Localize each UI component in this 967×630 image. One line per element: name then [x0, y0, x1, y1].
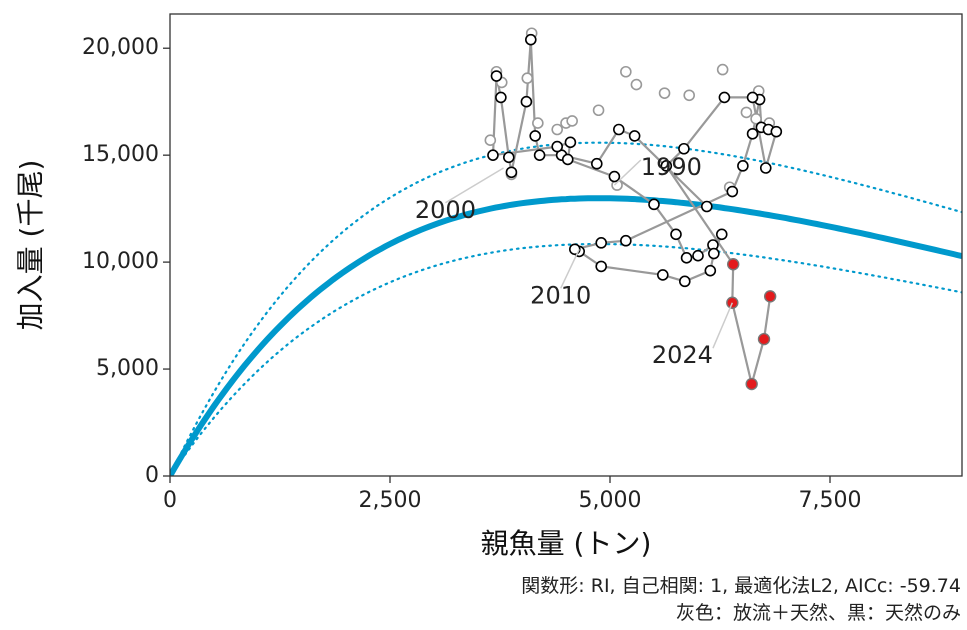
total-point — [658, 87, 671, 99]
natural-point — [529, 130, 542, 142]
natural-point — [524, 33, 537, 46]
total-point — [532, 117, 544, 129]
total-point — [521, 72, 534, 84]
caption-model-info: 関数形: RI, 自己相関: 1, 最適化法L2, AICc: -59.74 — [521, 575, 961, 597]
natural-point — [746, 91, 759, 104]
natural-point — [551, 140, 564, 153]
y-tick-label: 5,000 — [96, 356, 159, 381]
natural-point — [520, 95, 533, 108]
year-label: 2010 — [530, 281, 591, 309]
total-point — [750, 113, 762, 125]
chart-caption: 関数形: RI, 自己相関: 1, 最適化法L2, AICc: -59.74 灰… — [521, 571, 961, 625]
natural-point — [490, 70, 503, 82]
total-point — [566, 115, 578, 127]
natural-point — [700, 200, 713, 213]
natural-point — [670, 228, 682, 241]
total-point — [716, 63, 729, 76]
natural-point — [737, 160, 749, 172]
y-tick-label: 0 — [145, 463, 159, 488]
natural-point — [533, 149, 546, 161]
year-label: 2024 — [652, 341, 713, 369]
natural-point — [648, 198, 660, 211]
natural-point — [561, 153, 574, 166]
natural-point — [708, 247, 720, 260]
upper-band-line — [170, 141, 962, 476]
total-point — [683, 89, 696, 102]
recent-point — [763, 290, 777, 303]
annotation-leader — [445, 167, 504, 204]
annotation-leader — [560, 248, 580, 289]
natural-point — [595, 237, 608, 249]
natural-point — [704, 264, 717, 277]
natural-point — [680, 252, 693, 264]
natural-point — [692, 249, 704, 262]
recent-point — [745, 377, 758, 391]
natural-point — [678, 275, 691, 288]
year-label: 2000 — [415, 196, 476, 224]
natural-point — [620, 234, 632, 247]
natural-point — [502, 151, 515, 164]
recent-point — [757, 332, 771, 346]
natural-point — [612, 123, 625, 136]
total-point — [740, 106, 753, 119]
natural-point — [718, 91, 731, 104]
natural-point — [608, 170, 621, 183]
y-tick-label: 20,000 — [82, 35, 159, 60]
lower-band-line — [170, 242, 962, 476]
total-point — [592, 104, 605, 117]
annotation-leader — [712, 302, 734, 349]
natural-point — [628, 130, 641, 142]
year-label: 1990 — [641, 153, 702, 181]
natural-point — [678, 142, 690, 155]
total-point — [484, 134, 497, 146]
natural-point — [595, 260, 608, 273]
y-tick-label: 10,000 — [82, 249, 159, 274]
natural-point — [495, 91, 507, 104]
caption-color-legend: 灰色：放流＋天然、黒：天然のみ — [675, 602, 961, 624]
natural-point — [656, 269, 669, 281]
natural-point — [715, 228, 728, 241]
annotation-leader — [613, 159, 642, 186]
time-series-path — [491, 38, 778, 386]
x-tick-label: 0 — [163, 488, 177, 513]
x-tick-label: 7,500 — [799, 488, 862, 513]
y-axis-title: 加入量 (千尾) — [14, 160, 47, 331]
y-tick-label: 15,000 — [82, 142, 159, 167]
fitted-curve — [170, 195, 962, 476]
total-point — [551, 123, 564, 136]
x-tick-label: 2,500 — [359, 488, 422, 513]
natural-point — [660, 160, 673, 172]
natural-point — [759, 162, 772, 174]
plot-frame — [169, 13, 963, 477]
natural-point — [505, 166, 518, 179]
natural-point — [770, 125, 783, 138]
natural-point — [487, 149, 499, 161]
total-point — [620, 65, 632, 78]
natural-point — [746, 127, 759, 140]
natural-point — [564, 136, 577, 149]
recent-point — [727, 258, 740, 271]
natural-point — [590, 157, 603, 170]
natural-point — [726, 185, 739, 198]
x-tick-label: 5,000 — [579, 488, 642, 513]
total-point — [630, 78, 643, 91]
x-axis-title: 親魚量 (トン) — [481, 527, 652, 560]
